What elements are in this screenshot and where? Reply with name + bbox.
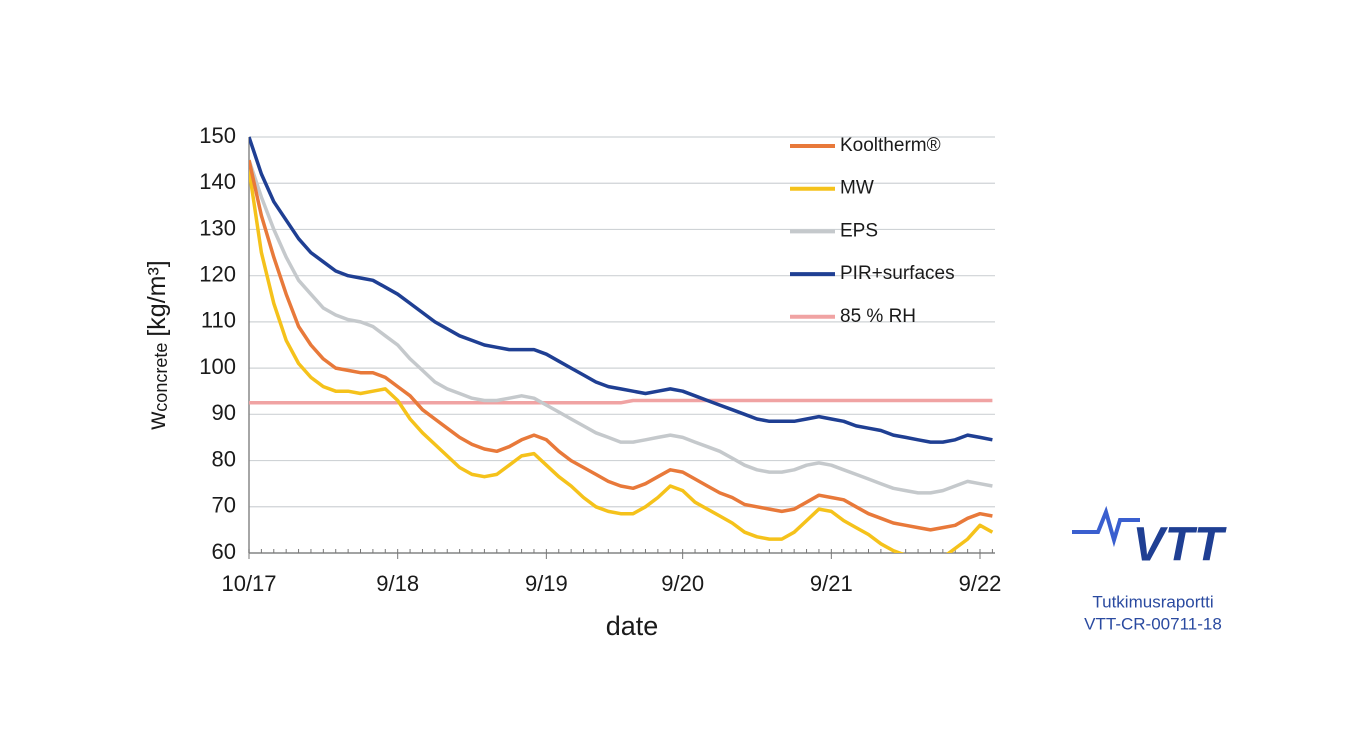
y-tick-label: 90 [212, 400, 236, 425]
series-line [249, 159, 993, 532]
logo: VTT Tutkimusraportti VTT-CR-00711-18 [1072, 505, 1227, 633]
series-line [249, 398, 993, 405]
series-line [249, 169, 994, 553]
logo-text: VTT [1133, 519, 1227, 572]
y-axis-title-unit: [kg/m³] [143, 260, 171, 336]
series-line [249, 159, 993, 495]
y-tick-label: 120 [199, 261, 236, 286]
y-tick-label: 130 [199, 215, 236, 240]
y-tick-label: 60 [212, 539, 236, 564]
report-label: Tutkimusraportti [1092, 592, 1213, 611]
y-axis-title: wconcrete [kg/m³] [143, 260, 171, 431]
x-tick-label: 9/21 [810, 571, 853, 596]
y-tick-label: 100 [199, 354, 236, 379]
legend-label: PIR+surfaces [840, 263, 955, 284]
legend-label: Kooltherm® [840, 135, 941, 156]
legend-label: MW [840, 178, 874, 199]
y-tick-label: 150 [199, 123, 236, 148]
x-tick-label: 9/20 [661, 571, 704, 596]
series-line [249, 136, 993, 444]
y-tick-label: 70 [212, 493, 236, 518]
y-tick-label: 140 [199, 169, 236, 194]
legend-label: EPS [840, 220, 878, 241]
x-tick-label: 9/22 [959, 571, 1002, 596]
report-code: VTT-CR-00711-18 [1084, 614, 1222, 633]
y-tick-label: 110 [201, 308, 236, 333]
y-tick-label: 80 [212, 446, 236, 471]
y-axis-title-main: w [143, 411, 171, 431]
x-axis-title: date [606, 611, 659, 641]
x-tick-label: 9/19 [525, 571, 568, 596]
logo-wave [1072, 505, 1140, 548]
x-tick-label: 10/17 [221, 571, 276, 596]
x-tick-label: 9/18 [376, 571, 419, 596]
y-axis-title-sub: concrete [151, 343, 171, 412]
legend-label: 85 % RH [840, 306, 916, 327]
